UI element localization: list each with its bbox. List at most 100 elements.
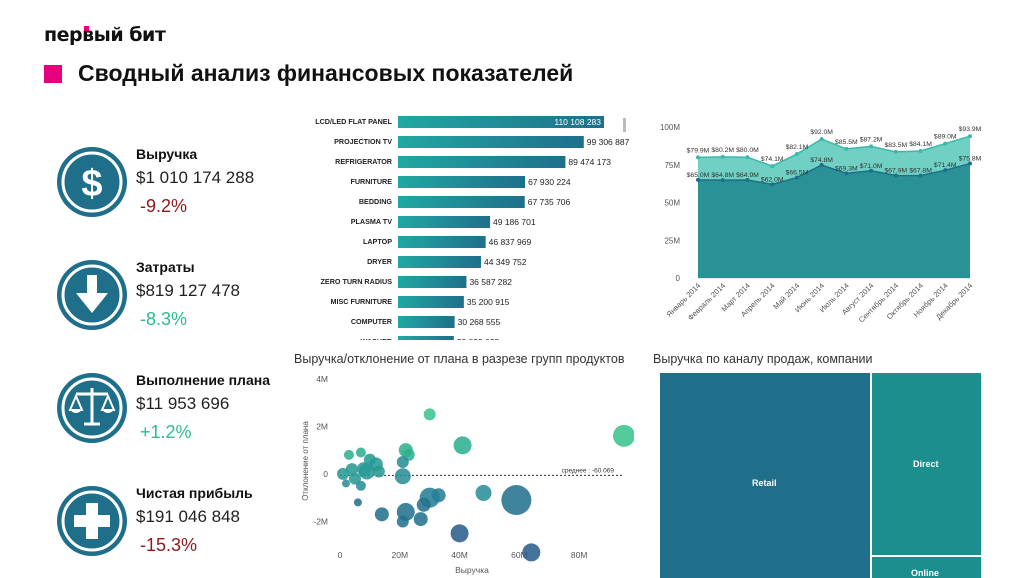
y-tick-label: 25M xyxy=(664,236,680,245)
bar-category-label: LAPTOP xyxy=(363,237,392,246)
bar xyxy=(398,196,525,208)
bar-category-label: PLASMA TV xyxy=(351,217,392,226)
page-title: Сводный анализ финансовых показателей xyxy=(78,60,574,86)
treemap-cell-retail[interactable]: Retail xyxy=(660,373,870,578)
scatter-chart-title: Выручка/отклонение от плана в разрезе гр… xyxy=(294,352,625,366)
average-label: среднее : -60 069 xyxy=(562,467,615,474)
bar-value-label: 67 735 706 xyxy=(528,197,571,207)
bar xyxy=(398,156,566,168)
lower-point xyxy=(696,177,700,182)
bar xyxy=(398,336,454,340)
scatter-point xyxy=(613,424,634,447)
bar xyxy=(398,136,584,148)
y-tick-label: 75M xyxy=(664,161,680,170)
arrow-down-icon xyxy=(57,260,127,330)
lower-data-label: $65.0M xyxy=(687,172,710,179)
scatter-point xyxy=(345,463,358,476)
treemap-cell-online[interactable]: Online xyxy=(872,557,981,578)
bar-value-label: 110 108 283 xyxy=(554,117,601,127)
upper-point xyxy=(770,164,775,169)
bar xyxy=(398,176,526,188)
treemap-label-retail: Retail xyxy=(752,478,777,488)
upper-point xyxy=(943,141,948,146)
bar xyxy=(398,256,481,268)
upper-point xyxy=(745,155,750,160)
scatter-point xyxy=(396,515,409,528)
y-tick-label: 0 xyxy=(323,469,328,479)
company-logo: первый бит xyxy=(44,24,166,46)
svg-text:$: $ xyxy=(81,163,102,205)
scatter-point xyxy=(501,485,532,516)
lower-point xyxy=(918,173,923,178)
bar-value-label: 30 268 555 xyxy=(458,317,501,327)
lower-point xyxy=(893,173,898,178)
lower-area xyxy=(698,163,970,278)
lower-data-label: $67.9M xyxy=(884,167,907,174)
kpi-revenue: $ Выручка $1 010 174 288 -9.2% xyxy=(56,146,306,236)
bar-category-label: LCD/LED FLAT PANEL xyxy=(315,117,392,126)
scatter-point xyxy=(396,456,409,468)
upper-data-label: $84.1M xyxy=(909,141,932,148)
lower-point xyxy=(943,168,948,173)
lower-series-line xyxy=(697,162,971,186)
bar xyxy=(398,276,467,288)
upper-data-label: $93.9M xyxy=(959,126,982,133)
bar xyxy=(398,296,464,308)
bar-value-label: 89 474 173 xyxy=(568,157,611,167)
upper-data-label: $85.5M xyxy=(835,139,858,146)
scatter-point xyxy=(343,449,354,460)
lower-data-label: $74.8M xyxy=(810,157,833,164)
bar xyxy=(398,316,455,328)
upper-data-label: $92.0M xyxy=(810,129,833,136)
treemap-cell-direct[interactable]: Direct xyxy=(872,373,981,555)
kpi-revenue-value: $1 010 174 288 xyxy=(136,168,255,187)
x-tick-label: 80M xyxy=(571,550,588,560)
lower-data-label: $69.3M xyxy=(835,165,858,172)
scatter-point xyxy=(416,497,431,512)
title-accent-square xyxy=(44,65,62,83)
bar-category-label: BEDDING xyxy=(359,197,393,206)
scatter-point xyxy=(475,484,492,501)
upper-data-label: $80.0M xyxy=(736,147,759,154)
scatter-point xyxy=(431,488,446,503)
lower-data-label: $66.5M xyxy=(786,170,809,177)
upper-point xyxy=(893,149,898,154)
scatter-point xyxy=(353,498,362,507)
product-revenue-bar-chart: LCD/LED FLAT PANEL 110 108 283 PROJECTION … xyxy=(315,116,630,340)
upper-data-label: $74.1M xyxy=(761,156,784,163)
y-tick-label: 100M xyxy=(660,123,680,132)
plus-icon xyxy=(57,486,127,556)
kpi-net-profit: Чистая прибыль $191 046 848 -15.3% xyxy=(56,485,306,575)
bar-value-label: 36 587 282 xyxy=(469,277,512,287)
lower-point xyxy=(770,182,775,187)
kpi-costs-delta: -8.3% xyxy=(140,309,188,329)
bar-category-label: ZERO TURN RADIUS xyxy=(321,277,393,286)
x-tick-label: 0 xyxy=(338,550,343,560)
treemap-title: Выручка по каналу продаж, компании xyxy=(653,352,873,366)
scales-icon xyxy=(57,373,127,443)
bar-value-label: 44 349 752 xyxy=(484,257,527,267)
bar-category-label: PROJECTION TV xyxy=(334,137,392,146)
scatter-point xyxy=(413,512,428,527)
kpi-net-profit-value: $191 046 848 xyxy=(136,507,240,526)
x-tick-label: 40M xyxy=(451,550,468,560)
scatter-point xyxy=(374,507,389,522)
bar-category-label: WASHER xyxy=(360,337,392,340)
revenue-deviation-scatter-chart: 4M 2M 0 -2M 0 20M 40M 60M 80M Выручка Отклонение о… xyxy=(301,374,634,575)
kpi-costs-label: Затраты xyxy=(136,259,195,275)
bar-category-label: DRYER xyxy=(367,257,393,266)
upper-series-line xyxy=(697,135,971,167)
lower-point xyxy=(819,163,824,168)
upper-point xyxy=(819,137,824,142)
scatter-point xyxy=(341,479,350,488)
bar-chart-scrollbar[interactable] xyxy=(623,118,626,132)
lower-data-label: $67.8M xyxy=(909,168,932,175)
bar-value-label: 99 306 887 xyxy=(587,137,630,147)
x-axis-label: Выручка xyxy=(455,565,489,575)
scatter-point xyxy=(355,447,366,458)
scatter-point xyxy=(355,480,366,491)
bar-value-label: 49 186 701 xyxy=(493,217,536,227)
scatter-point xyxy=(358,463,375,480)
upper-point xyxy=(844,146,849,151)
